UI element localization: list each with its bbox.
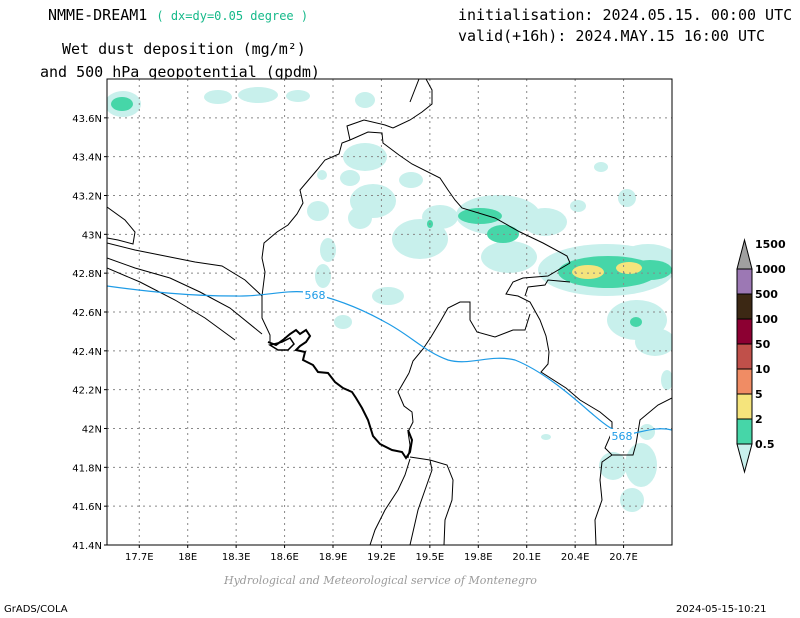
initialisation-time: initialisation: 2024.05.15. 00:00 UTC [458, 6, 793, 24]
colorbar-label: 100 [755, 313, 778, 326]
lon-tick-label: 20.4E [561, 552, 590, 563]
colorbar-segment [736, 268, 753, 295]
contour-label-2: 568 [612, 430, 633, 443]
lon-tick-label: 18.9E [319, 552, 348, 563]
resolution-label: ( dx=dy=0.05 degree ) [156, 9, 309, 23]
lat-tick-label: 43N [82, 230, 102, 241]
lat-tick-label: 42N [82, 425, 102, 436]
credit-text: Hydrological and Meteorological service … [224, 574, 537, 587]
colorbar-segment [736, 343, 753, 370]
colorbar-label: 1500 [755, 238, 786, 251]
colorbar-label: 5 [755, 388, 763, 401]
colorbar-label: 10 [755, 363, 771, 376]
valid-time: valid(+16h): 2024.MAY.15 16:00 UTC [458, 27, 766, 45]
colorbar-segment [736, 368, 753, 395]
lat-tick-label: 42.6N [72, 308, 102, 319]
model-name: NMME-DREAM1 ( dx=dy=0.05 degree ) [48, 6, 308, 24]
title-line-2: and 500 hPa geopotential (gpdm) [40, 63, 320, 81]
grid-lines [107, 79, 672, 545]
coastline [267, 328, 414, 460]
lat-tick-label: 43.6N [72, 114, 102, 125]
colorbar-segment [736, 318, 753, 345]
lat-tick-label: 42.2N [72, 386, 102, 397]
deposition-5-areas [572, 262, 642, 279]
colorbar-segment [736, 393, 753, 420]
map-panel: 568 568 [107, 79, 672, 545]
title-line-1: Wet dust deposition (mg/m²) [62, 40, 306, 58]
colorbar: 0.5 2 5 10 50 100 500 1000 1500 [736, 238, 786, 474]
colorbar-segment-high [736, 238, 753, 270]
lat-tick-label: 43.4N [72, 153, 102, 164]
colorbar-label: 500 [755, 288, 778, 301]
lon-tick-label: 20.1E [512, 552, 541, 563]
bay-outline [268, 337, 295, 351]
lon-tick-label: 18E [178, 552, 197, 563]
lon-tick-label: 18.6E [270, 552, 299, 563]
lon-tick-label: 20.7E [609, 552, 638, 563]
lon-tick-label: 19.5E [416, 552, 445, 563]
contour-label-box-2 [610, 429, 634, 442]
lat-tick-label: 42.4N [72, 347, 102, 358]
timestamp-label: 2024-05-15-10:21 [676, 604, 767, 615]
colorbar-segment [736, 293, 753, 320]
lat-tick-label: 41.6N [72, 502, 102, 513]
model-label: NMME-DREAM1 [48, 6, 148, 24]
software-label: GrADS/COLA [4, 604, 68, 615]
contour-label-box-1 [303, 288, 327, 301]
geopotential-contour [107, 285, 672, 435]
lon-tick-label: 19.2E [367, 552, 396, 563]
lon-tick-label: 18.3E [222, 552, 251, 563]
lat-tick-label: 41.4N [72, 541, 102, 552]
lon-tick-label: 17.7E [125, 552, 154, 563]
colorbar-segment-low [736, 443, 753, 474]
lon-tick-label: 19.8E [464, 552, 493, 563]
deposition-0.5-areas [107, 87, 672, 512]
colorbar-label: 50 [755, 338, 771, 351]
colorbar-label: 1000 [755, 263, 786, 276]
latitude-labels: 43.6N 43.4N 43.2N 43N 42.8N 42.6N 42.4N 42.2N 42… [72, 114, 107, 552]
lat-tick-label: 42.8N [72, 269, 102, 280]
lat-tick-label: 41.8N [72, 463, 102, 474]
colorbar-segment [736, 418, 753, 445]
lat-tick-label: 43.2N [72, 192, 102, 203]
colorbar-label: 0.5 [755, 438, 775, 451]
colorbar-label: 2 [755, 413, 763, 426]
longitude-labels: 17.7E 18E 18.3E 18.6E 18.9E 19.2E 19.5E 19.8E 20… [125, 545, 638, 563]
contour-label-1: 568 [305, 289, 326, 302]
